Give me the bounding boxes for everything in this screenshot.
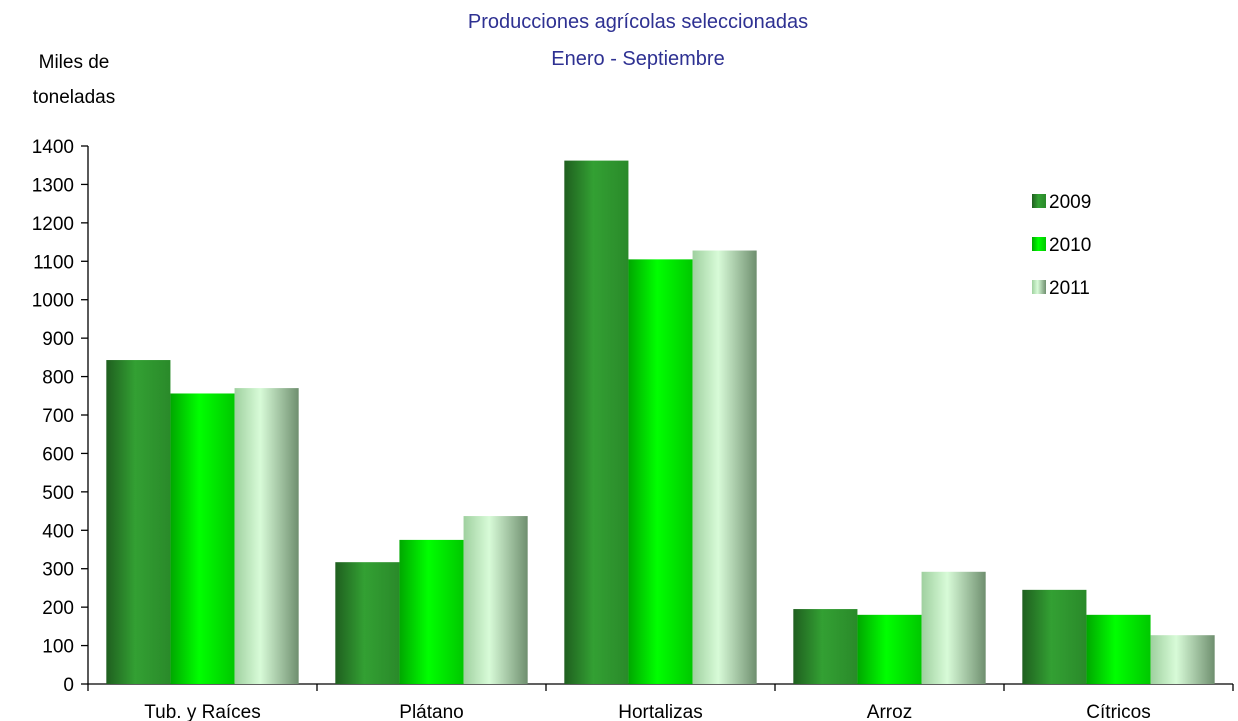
chart-subtitle: Enero - Septiembre bbox=[551, 48, 724, 70]
x-tick-label: Tub. y Raíces bbox=[144, 702, 261, 721]
legend-label-2010: 2010 bbox=[1049, 235, 1091, 256]
bar-2010 bbox=[1086, 614, 1151, 684]
chart-title: Producciones agrícolas seleccionadas bbox=[468, 11, 808, 33]
y-tick-label: 600 bbox=[42, 444, 74, 465]
legend-swatch-2010 bbox=[1032, 237, 1046, 251]
y-tick-label: 400 bbox=[42, 521, 74, 542]
y-axis-label-line-1: Miles de bbox=[39, 52, 110, 73]
y-tick-label: 200 bbox=[42, 598, 74, 619]
bar-2010 bbox=[170, 393, 235, 684]
bar-2011 bbox=[234, 388, 299, 684]
y-tick-label: 1400 bbox=[32, 137, 74, 158]
y-axis: 0 100 200 300 400 500 600 700 800 900 1000 1100 1200… bbox=[32, 137, 89, 696]
y-axis-label-line-2: toneladas bbox=[33, 87, 115, 108]
y-tick-label: 100 bbox=[42, 637, 74, 658]
legend-label-2009: 2009 bbox=[1049, 192, 1091, 213]
y-tick-label: 800 bbox=[42, 368, 74, 389]
bar-2009 bbox=[564, 160, 629, 685]
bar-2009 bbox=[335, 562, 400, 684]
x-tick-label: Hortalizas bbox=[618, 702, 702, 721]
legend: 2009 2010 2011 bbox=[1032, 192, 1091, 299]
bar-2010 bbox=[399, 539, 464, 684]
bar-2009 bbox=[1022, 589, 1087, 684]
bar-2011 bbox=[463, 516, 528, 684]
y-tick-label: 700 bbox=[42, 406, 74, 427]
y-tick-label: 500 bbox=[42, 483, 74, 504]
bar-2011 bbox=[921, 571, 986, 684]
x-tick-label: Plátano bbox=[399, 702, 463, 721]
legend-label-2011: 2011 bbox=[1049, 278, 1090, 299]
bar-2009 bbox=[793, 609, 858, 684]
y-tick-label: 1200 bbox=[32, 214, 74, 235]
y-tick-label: 300 bbox=[42, 560, 74, 581]
y-tick-label: 1000 bbox=[32, 291, 74, 312]
bar-2010 bbox=[857, 614, 922, 684]
bars bbox=[106, 160, 1215, 685]
x-tick-label: Cítricos bbox=[1086, 702, 1150, 721]
y-tick-label: 0 bbox=[63, 675, 74, 696]
y-tick-label: 1100 bbox=[33, 252, 74, 273]
bar-2011 bbox=[1150, 635, 1215, 684]
legend-swatch-2011 bbox=[1032, 280, 1046, 294]
y-tick-label: 1300 bbox=[32, 175, 74, 196]
x-axis: Tub. y Raíces Plátano Hortalizas Arroz Cítri… bbox=[87, 683, 1234, 721]
bar-2011 bbox=[692, 250, 757, 685]
bar-2010 bbox=[628, 259, 693, 684]
y-tick-label: 900 bbox=[42, 329, 74, 350]
legend-swatch-2009 bbox=[1032, 194, 1046, 208]
x-tick-label: Arroz bbox=[867, 702, 912, 721]
bar-2009 bbox=[106, 360, 171, 684]
